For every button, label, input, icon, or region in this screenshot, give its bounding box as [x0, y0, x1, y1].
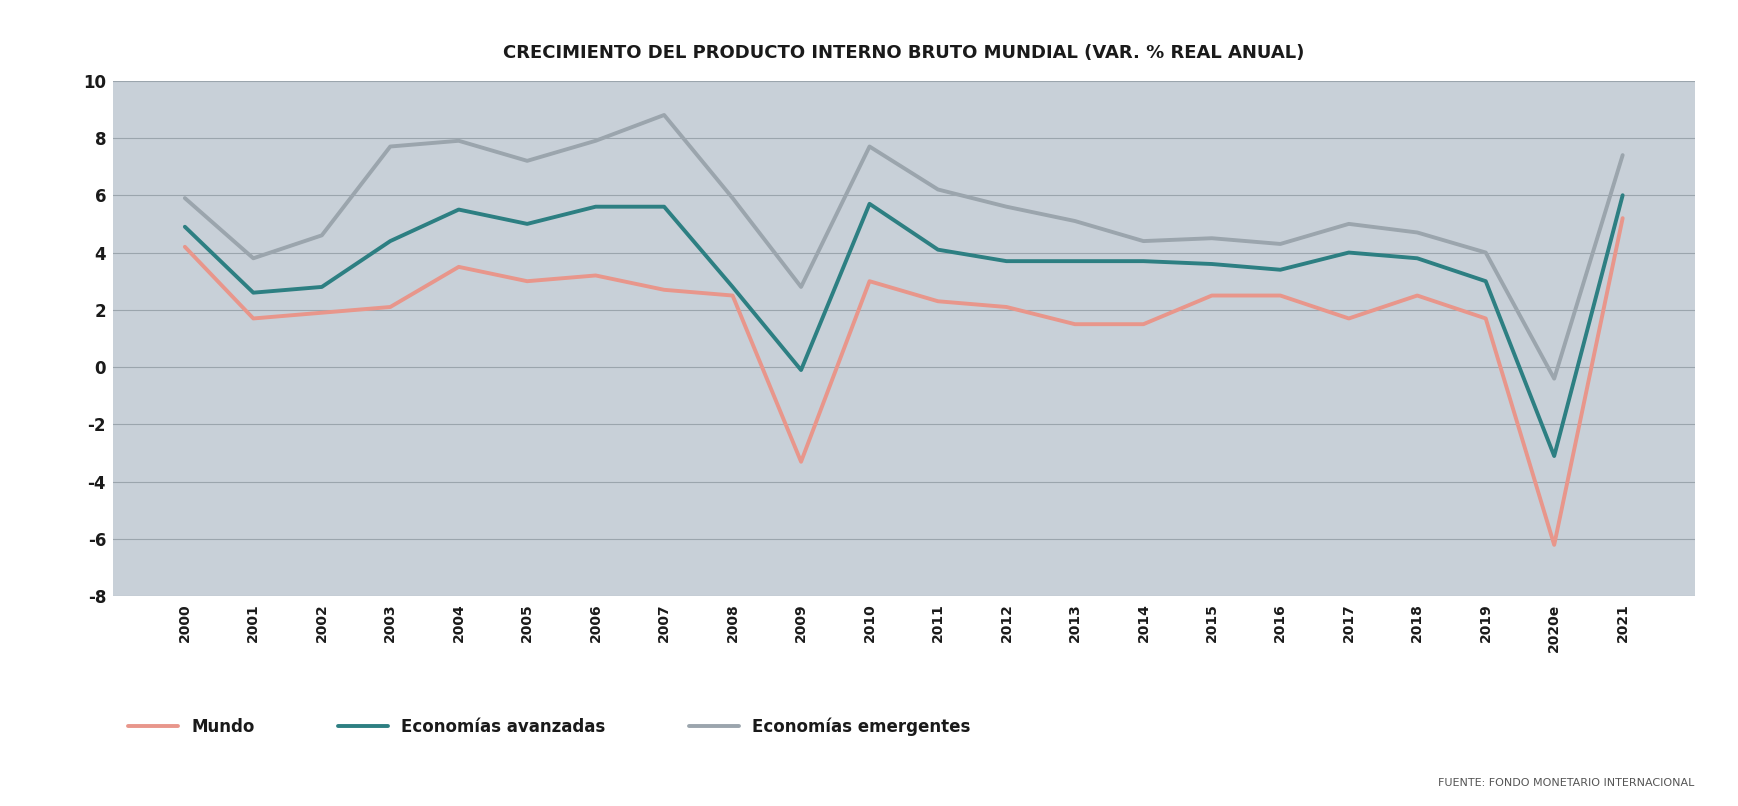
Economías avanzadas	[381, 236, 401, 246]
Economías emergentes	[1270, 239, 1291, 249]
Economías emergentes	[1133, 236, 1154, 246]
Economías emergentes	[928, 185, 949, 194]
Economías emergentes	[859, 142, 879, 152]
Economías avanzadas	[1613, 190, 1634, 200]
Economías avanzadas	[859, 199, 879, 209]
Mundo	[381, 302, 401, 312]
Title: CRECIMIENTO DEL PRODUCTO INTERNO BRUTO MUNDIAL (VAR. % REAL ANUAL): CRECIMIENTO DEL PRODUCTO INTERNO BRUTO M…	[502, 44, 1305, 62]
Economías avanzadas	[1064, 256, 1085, 266]
Economías emergentes	[586, 136, 607, 146]
Line: Mundo: Mundo	[184, 218, 1623, 545]
Mundo	[1201, 291, 1222, 301]
Economías avanzadas	[586, 202, 607, 211]
Economías emergentes	[723, 193, 744, 203]
Economías emergentes	[381, 142, 401, 152]
Mundo	[1270, 291, 1291, 301]
Mundo	[1338, 314, 1359, 323]
Economías avanzadas	[516, 219, 537, 229]
Economías emergentes	[653, 110, 674, 120]
Mundo	[243, 314, 264, 323]
Economías emergentes	[448, 136, 469, 146]
Economías emergentes	[1476, 247, 1496, 257]
Economías avanzadas	[1476, 276, 1496, 286]
Economías avanzadas	[311, 282, 332, 292]
Mundo	[996, 302, 1017, 312]
Mundo	[1064, 319, 1085, 329]
Economías emergentes	[311, 231, 332, 240]
Mundo	[586, 271, 607, 280]
Mundo	[516, 276, 537, 286]
Text: FUENTE: FONDO MONETARIO INTERNACIONAL: FUENTE: FONDO MONETARIO INTERNACIONAL	[1437, 779, 1695, 788]
Economías emergentes	[1201, 234, 1222, 243]
Economías avanzadas	[1406, 253, 1427, 263]
Mundo	[174, 242, 195, 251]
Mundo	[1613, 214, 1634, 223]
Economías avanzadas	[928, 245, 949, 255]
Economías emergentes	[174, 193, 195, 203]
Mundo	[653, 285, 674, 295]
Mundo	[448, 262, 469, 272]
Economías avanzadas	[448, 205, 469, 214]
Economías emergentes	[1406, 227, 1427, 237]
Economías avanzadas	[653, 202, 674, 211]
Economías avanzadas	[1543, 451, 1564, 461]
Economías avanzadas	[1270, 265, 1291, 275]
Line: Economías emergentes: Economías emergentes	[184, 115, 1623, 379]
Mundo	[1476, 314, 1496, 323]
Mundo	[311, 308, 332, 318]
Economías emergentes	[516, 156, 537, 166]
Mundo	[1133, 319, 1154, 329]
Economías avanzadas	[1201, 260, 1222, 269]
Economías emergentes	[996, 202, 1017, 211]
Economías avanzadas	[1133, 256, 1154, 266]
Economías emergentes	[1064, 216, 1085, 226]
Economías avanzadas	[996, 256, 1017, 266]
Economías avanzadas	[174, 222, 195, 231]
Economías avanzadas	[723, 282, 744, 292]
Economías emergentes	[243, 253, 264, 263]
Mundo	[791, 457, 812, 467]
Economías emergentes	[1543, 374, 1564, 384]
Economías avanzadas	[1338, 247, 1359, 257]
Mundo	[928, 297, 949, 306]
Mundo	[1406, 291, 1427, 301]
Economías emergentes	[1613, 150, 1634, 160]
Economías avanzadas	[791, 365, 812, 375]
Economías avanzadas	[243, 288, 264, 297]
Mundo	[723, 291, 744, 301]
Economías emergentes	[791, 282, 812, 292]
Economías emergentes	[1338, 219, 1359, 229]
Mundo	[1543, 540, 1564, 550]
Legend: Mundo, Economías avanzadas, Economías emergentes: Mundo, Economías avanzadas, Economías em…	[122, 711, 977, 743]
Mundo	[859, 276, 879, 286]
Line: Economías avanzadas: Economías avanzadas	[184, 195, 1623, 456]
